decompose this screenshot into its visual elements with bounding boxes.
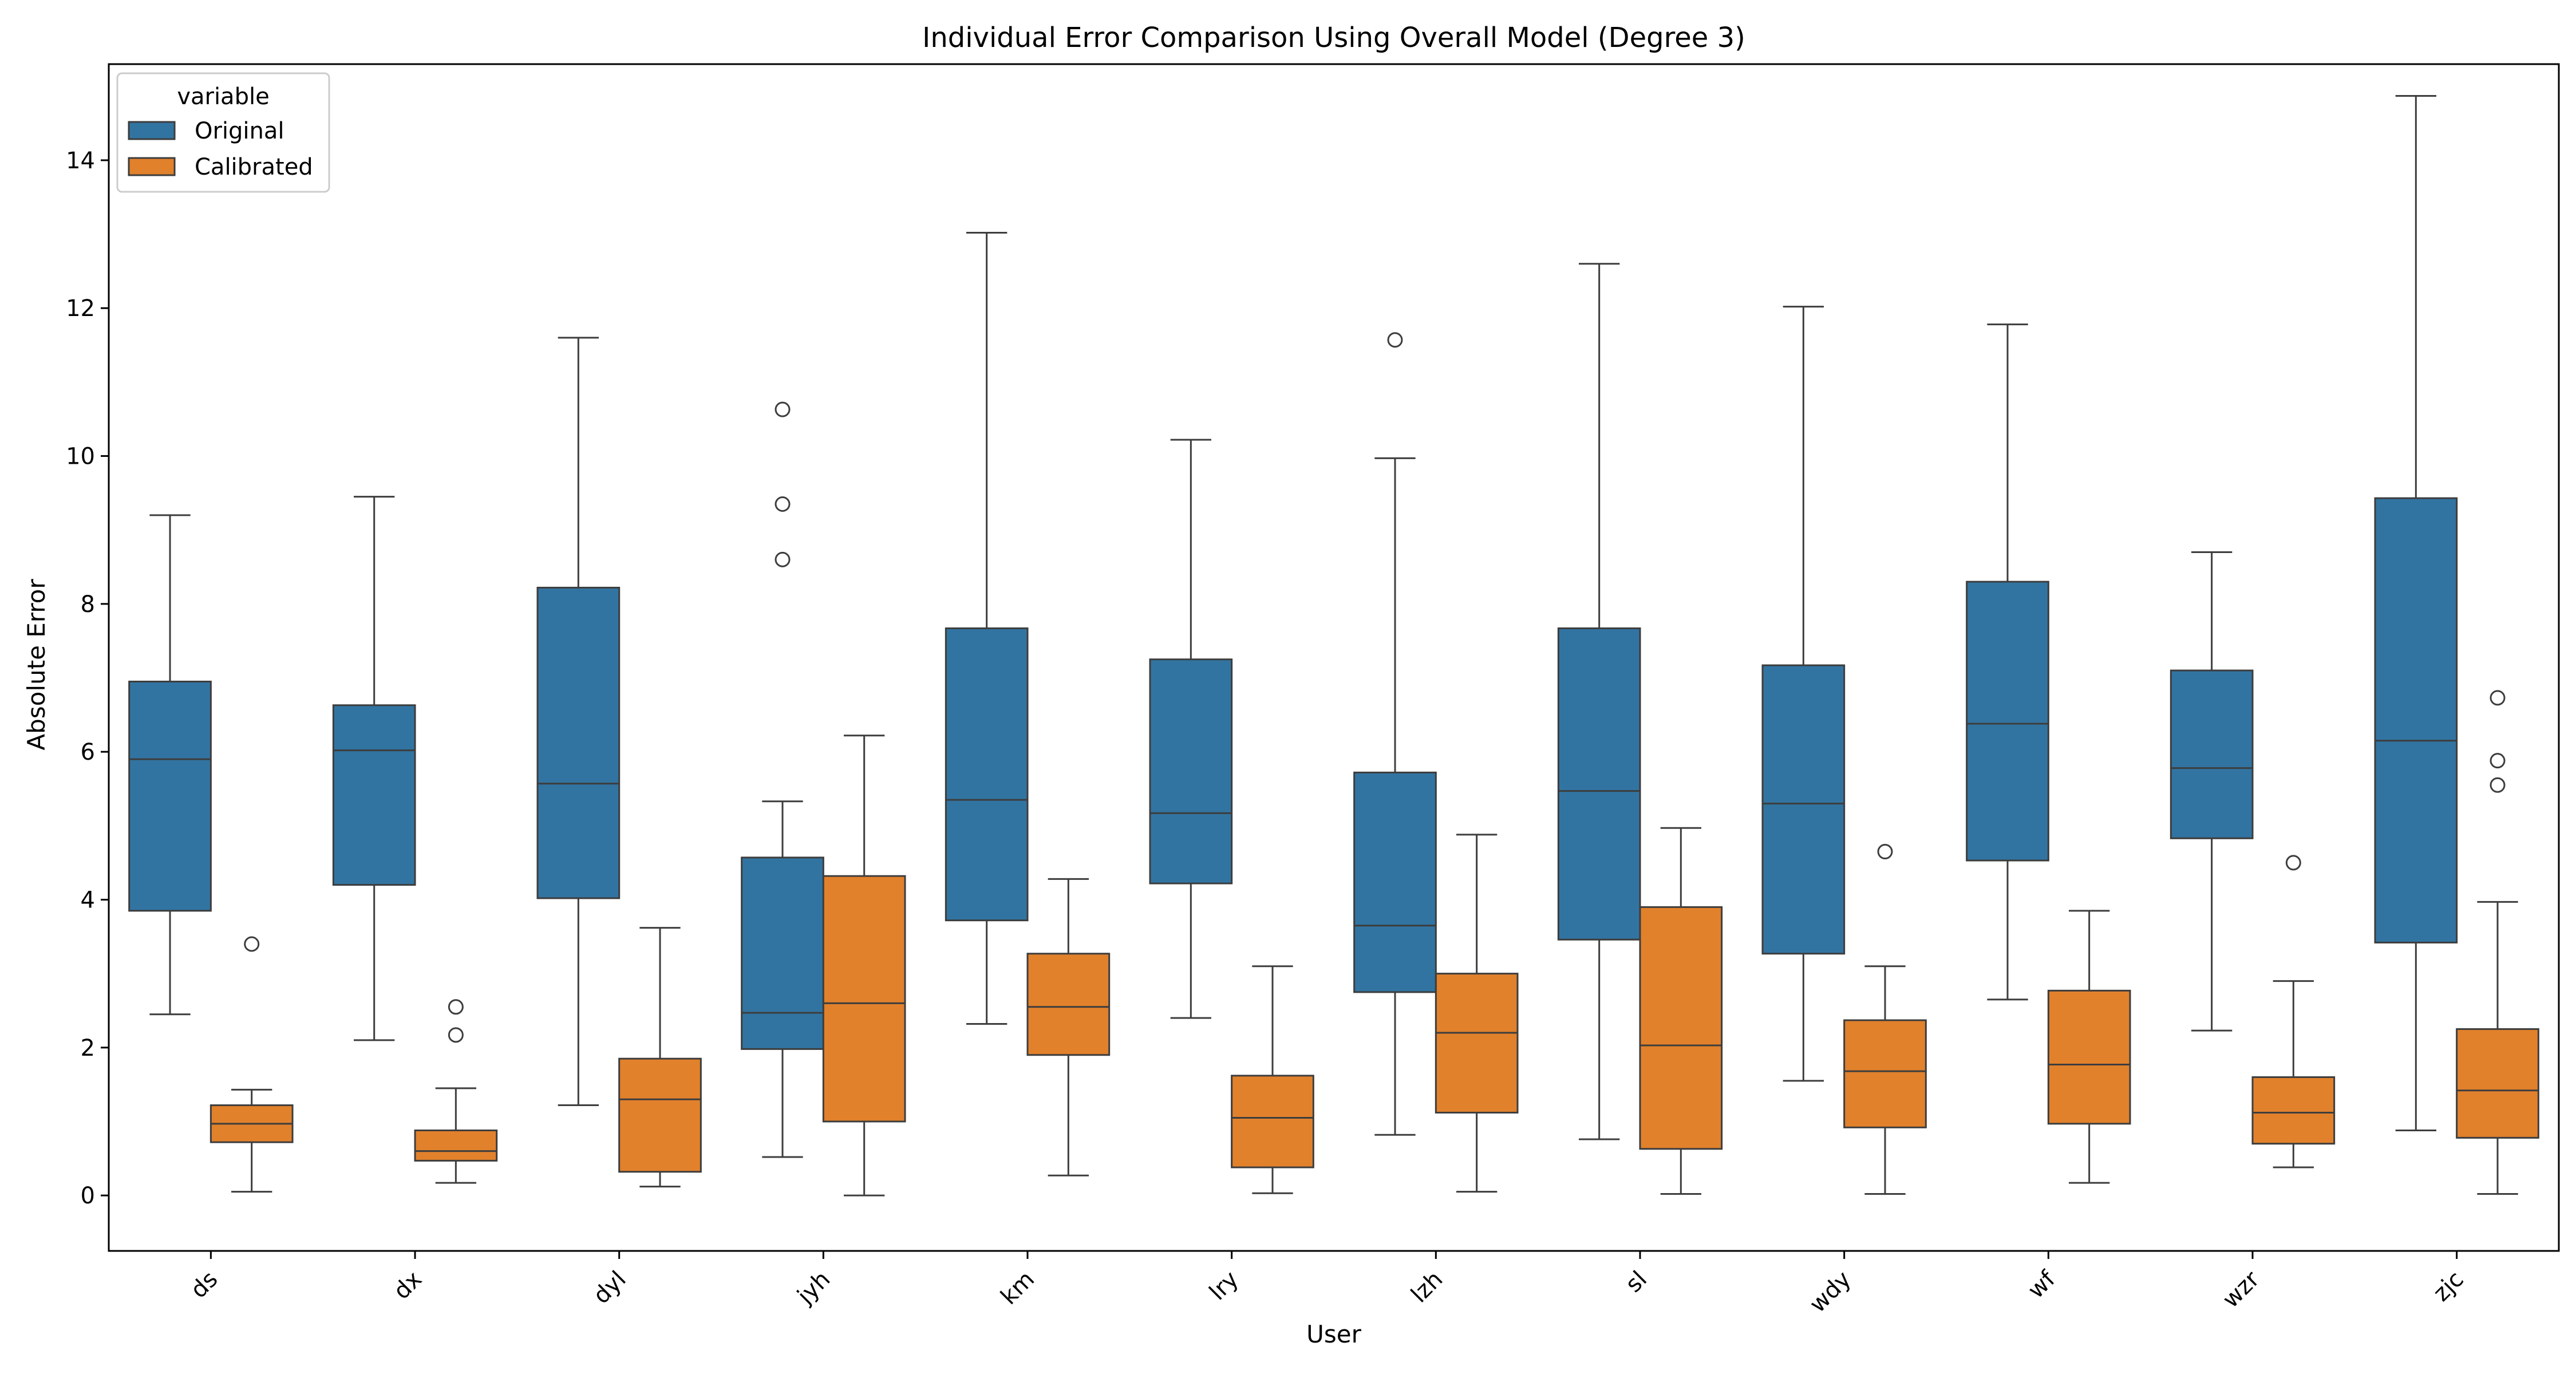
iqr-box: [822, 875, 906, 1123]
plot-frame: [108, 63, 2560, 1252]
outlier-point: [775, 551, 791, 567]
outlier-point: [2490, 777, 2506, 793]
legend-title: variable: [177, 84, 269, 110]
iqr-box: [2374, 497, 2458, 943]
plot-area: [128, 95, 2539, 1197]
y-tick-label: 10: [66, 444, 95, 470]
y-tick-label: 6: [81, 739, 95, 765]
box-calibrated-zjc: [2456, 690, 2539, 1195]
box-original-jyh: [741, 401, 824, 1158]
box-original-wdy: [1761, 306, 1846, 1082]
chart-title: Individual Error Comparison Using Overal…: [922, 22, 1745, 54]
outlier-point: [448, 1027, 464, 1043]
box-calibrated-lry: [1231, 965, 1314, 1194]
legend: variable Original Calibrated: [116, 72, 330, 193]
outlier-point: [1877, 844, 1893, 860]
iqr-box: [2047, 989, 2131, 1125]
legend-swatch-original: [128, 121, 176, 140]
box-calibrated-wdy: [1843, 844, 1927, 1195]
iqr-box: [945, 627, 1029, 922]
outlier-point: [244, 936, 260, 952]
box-original-zjc: [2374, 95, 2458, 1131]
y-tick-label: 8: [81, 591, 95, 618]
iqr-box: [2170, 669, 2254, 839]
iqr-box: [1026, 953, 1111, 1056]
iqr-box: [1231, 1075, 1314, 1168]
box-original-sl: [1557, 263, 1641, 1140]
iqr-box: [2456, 1028, 2539, 1139]
outlier-point: [775, 496, 791, 512]
iqr-box: [1639, 906, 1723, 1150]
box-original-ds: [128, 514, 212, 1016]
box-original-dyl: [536, 337, 621, 1107]
box-calibrated-ds: [210, 936, 294, 1193]
iqr-box: [1149, 658, 1233, 885]
outlier-point: [2285, 855, 2301, 871]
box-original-wzr: [2170, 551, 2254, 1032]
y-axis-label: Absolute Error: [22, 579, 50, 751]
iqr-box: [741, 856, 824, 1050]
box-calibrated-lzh: [1435, 834, 1519, 1193]
iqr-box: [1761, 664, 1846, 955]
box-calibrated-dyl: [618, 927, 702, 1188]
iqr-box: [536, 586, 621, 899]
y-tick-label: 4: [81, 887, 95, 913]
outlier-point: [448, 999, 464, 1015]
box-original-km: [945, 231, 1029, 1025]
x-axis-label: User: [1306, 1320, 1361, 1348]
iqr-box: [618, 1057, 702, 1173]
iqr-box: [1966, 581, 2049, 862]
box-calibrated-sl: [1639, 827, 1723, 1195]
legend-label-calibrated: Calibrated: [195, 154, 313, 180]
legend-label-original: Original: [195, 118, 285, 144]
box-calibrated-wzr: [2251, 855, 2336, 1168]
y-tick-label: 0: [81, 1183, 95, 1209]
outlier-point: [1387, 332, 1403, 348]
iqr-box: [332, 704, 416, 886]
box-original-wf: [1966, 323, 2049, 1001]
iqr-box: [1353, 771, 1437, 993]
box-calibrated-dx: [414, 999, 498, 1184]
iqr-box: [1435, 973, 1519, 1114]
box-calibrated-km: [1026, 878, 1111, 1176]
legend-swatch-calibrated: [128, 157, 176, 176]
outlier-point: [2490, 690, 2506, 706]
box-original-lzh: [1353, 332, 1437, 1136]
iqr-box: [2251, 1076, 2336, 1145]
y-tick-label: 12: [66, 295, 95, 322]
outlier-point: [775, 401, 791, 417]
iqr-box: [128, 680, 212, 912]
iqr-box: [1557, 627, 1641, 941]
iqr-box: [414, 1129, 498, 1162]
y-tick-label: 14: [66, 148, 95, 174]
box-calibrated-wf: [2047, 910, 2131, 1184]
box-original-dx: [332, 496, 416, 1041]
iqr-box: [1843, 1019, 1927, 1128]
y-tick-label: 2: [81, 1035, 95, 1061]
box-original-lry: [1149, 439, 1233, 1019]
box-calibrated-jyh: [822, 735, 906, 1197]
outlier-point: [2490, 753, 2506, 769]
